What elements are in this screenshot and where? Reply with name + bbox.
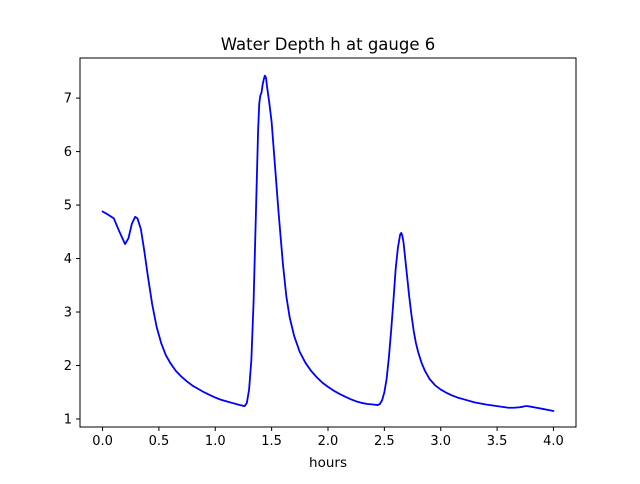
x-tick-label: 1.5 bbox=[261, 434, 282, 449]
x-tick-label: 2.0 bbox=[318, 434, 339, 449]
series-line bbox=[101, 74, 555, 412]
x-tick-label: 1.0 bbox=[205, 434, 226, 449]
x-tick-label: 3.0 bbox=[430, 434, 451, 449]
y-tick-label: 3 bbox=[64, 306, 72, 321]
x-tick-label: 4.0 bbox=[543, 434, 564, 449]
y-tick-label: 6 bbox=[64, 145, 72, 160]
chart-title: Water Depth h at gauge 6 bbox=[221, 35, 435, 54]
plot-area bbox=[101, 74, 555, 412]
y-tick-label: 7 bbox=[64, 92, 72, 107]
axes-frame bbox=[79, 57, 577, 428]
y-axis-ticks: 1 2 3 4 5 6 7 bbox=[64, 92, 80, 427]
x-tick-label: 3.5 bbox=[487, 434, 508, 449]
x-tick-label: 0.0 bbox=[92, 434, 113, 449]
x-axis-label: hours bbox=[309, 455, 347, 471]
x-tick-label: 2.5 bbox=[374, 434, 395, 449]
y-tick-label: 2 bbox=[64, 359, 72, 374]
y-tick-label: 4 bbox=[64, 252, 72, 267]
y-tick-label: 1 bbox=[64, 412, 72, 427]
y-tick-label: 5 bbox=[64, 199, 72, 214]
x-axis-ticks: 0.0 0.5 1.0 1.5 2.0 2.5 3.0 3.5 4.0 bbox=[92, 427, 564, 449]
x-tick-label: 0.5 bbox=[149, 434, 170, 449]
